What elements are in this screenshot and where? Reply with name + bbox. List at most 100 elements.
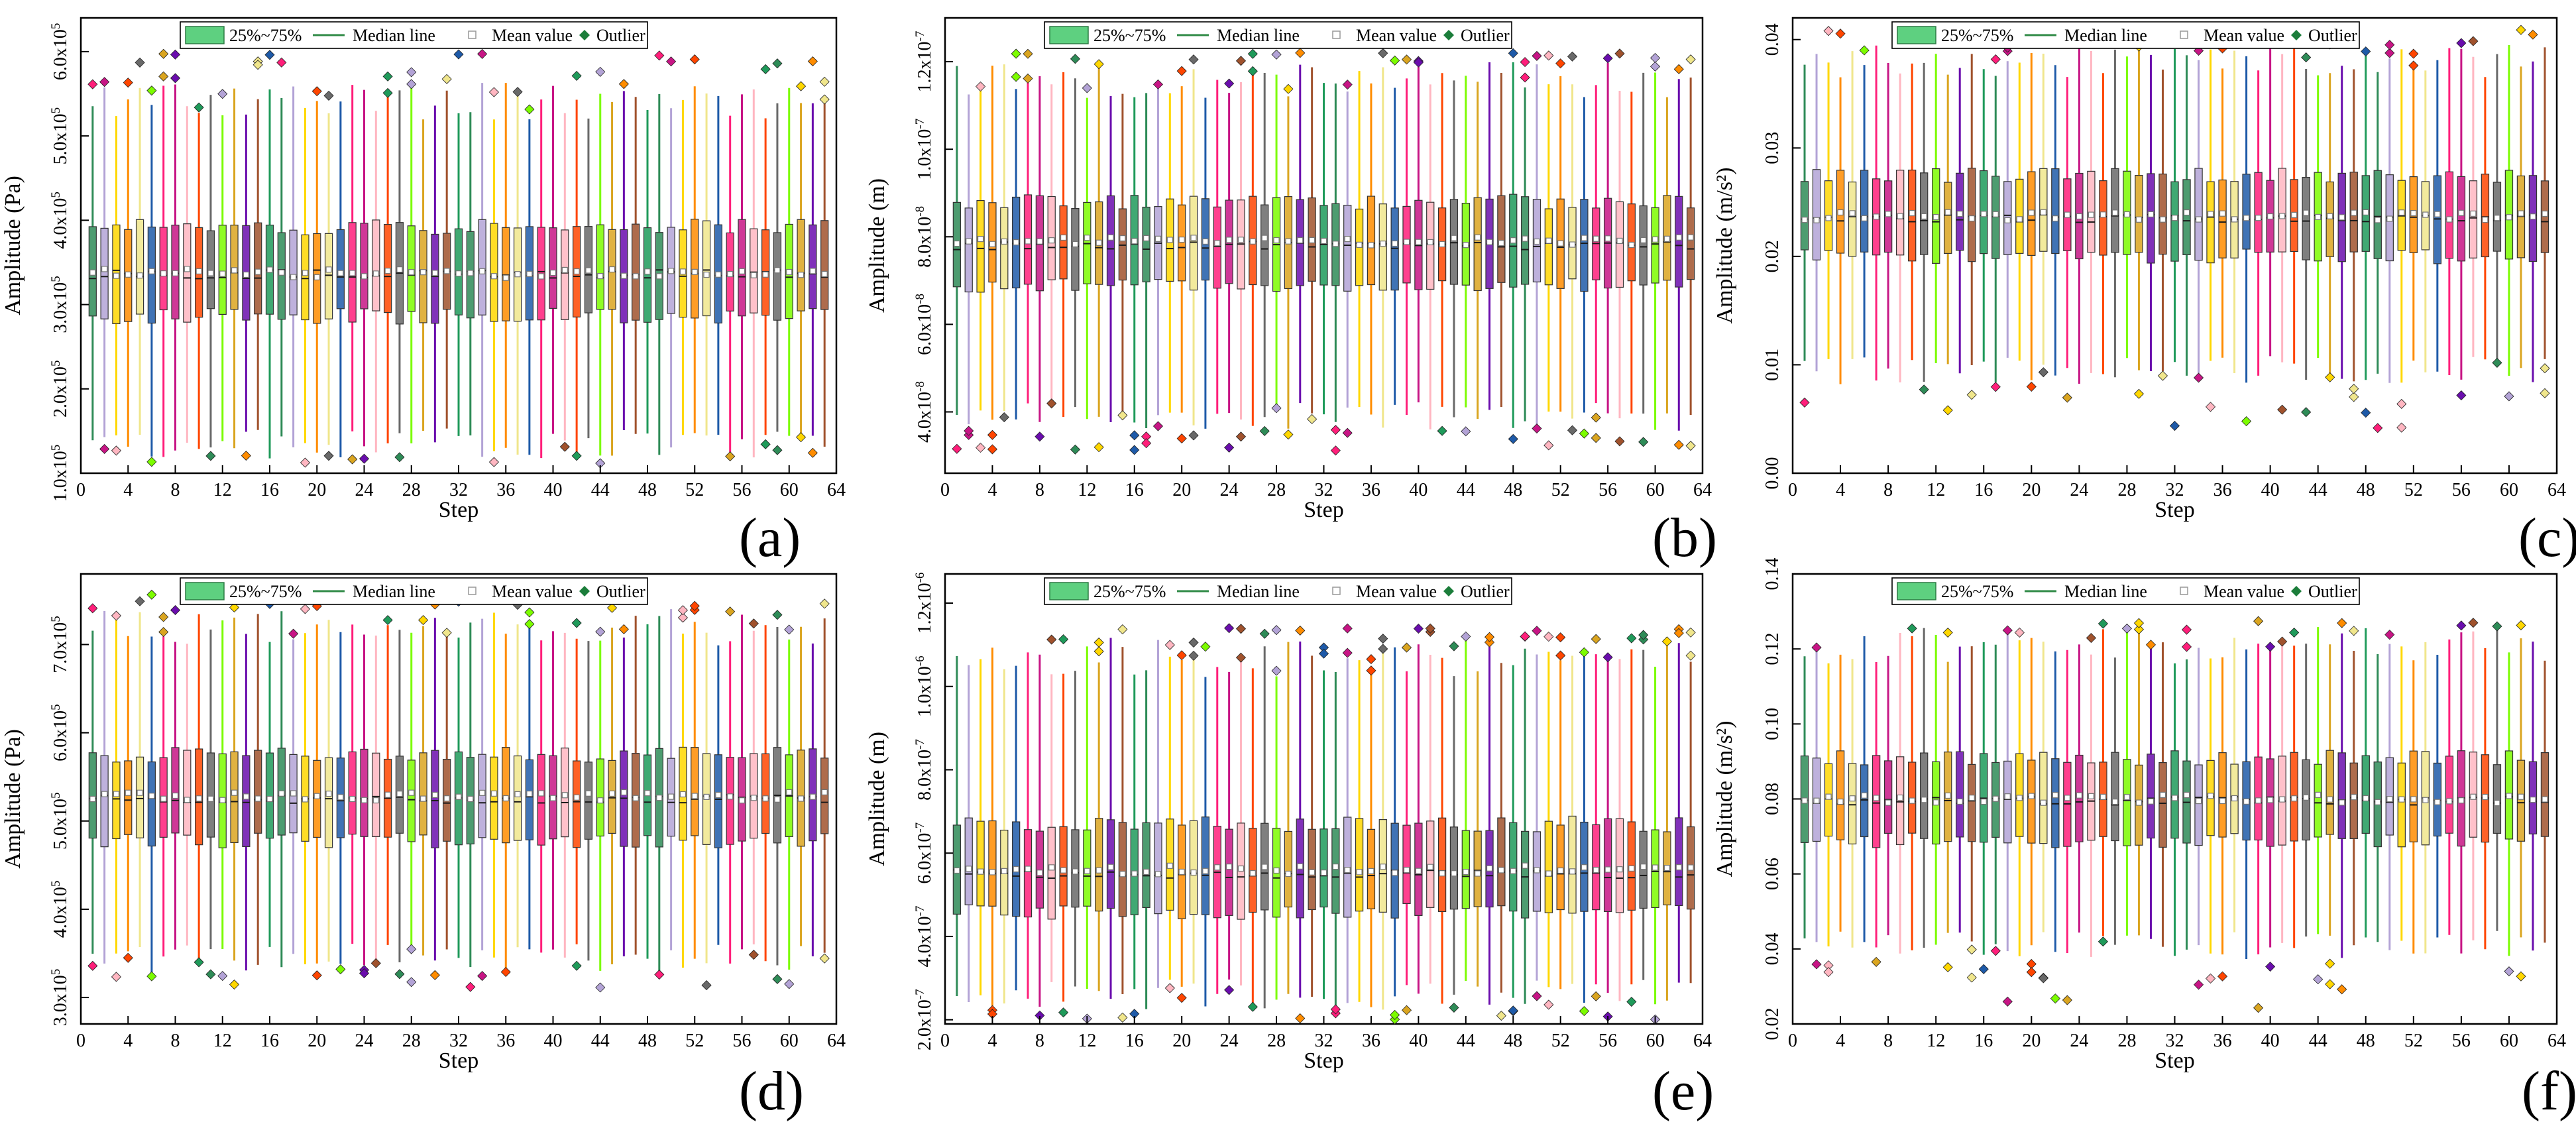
outlier-point bbox=[1626, 633, 1637, 644]
box-step-31 bbox=[441, 628, 452, 950]
outlier-point bbox=[784, 624, 795, 635]
mean-marker bbox=[1475, 234, 1481, 241]
outlier-point bbox=[229, 979, 240, 990]
box-iqr bbox=[2218, 179, 2227, 258]
mean-marker bbox=[2315, 791, 2322, 798]
box-step-62 bbox=[1673, 64, 1684, 450]
box-iqr bbox=[407, 760, 416, 842]
mean-marker bbox=[1048, 864, 1055, 871]
x-tick-label: 64 bbox=[1693, 480, 1712, 500]
mean-marker bbox=[1581, 235, 1588, 241]
outlier-point bbox=[1496, 1010, 1506, 1021]
mean-marker bbox=[1932, 799, 1939, 806]
mean-marker bbox=[2255, 215, 2262, 221]
mean-marker bbox=[2195, 798, 2202, 805]
x-tick-label: 12 bbox=[1078, 480, 1096, 500]
outlier-point bbox=[2002, 625, 2013, 636]
mean-marker bbox=[1944, 792, 1951, 799]
box-step-19 bbox=[300, 107, 311, 468]
outlier-point bbox=[394, 969, 405, 980]
outlier-point bbox=[1532, 626, 1542, 636]
box-iqr bbox=[183, 223, 192, 323]
outlier-point bbox=[99, 443, 110, 455]
mean-marker bbox=[750, 795, 757, 801]
mean-marker bbox=[738, 268, 746, 274]
outlier-point bbox=[2277, 636, 2288, 647]
box-step-14 bbox=[1106, 638, 1115, 999]
box-step-47 bbox=[2349, 626, 2359, 946]
y-tick-label: 6.0x105 bbox=[49, 23, 71, 81]
box-iqr bbox=[360, 223, 368, 310]
mean-marker bbox=[2327, 213, 2333, 219]
outlier-point bbox=[335, 964, 346, 975]
x-tick-label: 24 bbox=[355, 480, 374, 500]
y-axis-label: Amplitude (Pa) bbox=[1, 176, 25, 315]
box-iqr bbox=[1189, 820, 1198, 915]
box-step-30 bbox=[429, 599, 440, 980]
mean-marker bbox=[691, 268, 698, 275]
box-step-47 bbox=[632, 97, 640, 434]
legend-box-swatch bbox=[1897, 26, 1936, 44]
box-step-16 bbox=[264, 50, 275, 459]
mean-marker bbox=[2016, 216, 2023, 223]
box-iqr bbox=[1556, 824, 1565, 911]
box-step-18 bbox=[288, 628, 299, 954]
outlier-point bbox=[2325, 958, 2335, 969]
mean-marker bbox=[2494, 215, 2500, 221]
box-iqr bbox=[1449, 199, 1459, 285]
box-step-54 bbox=[1579, 97, 1589, 439]
box-step-30 bbox=[2147, 54, 2155, 371]
mean-marker bbox=[632, 273, 639, 280]
mean-marker bbox=[1956, 211, 1963, 217]
mean-marker bbox=[2339, 799, 2345, 806]
box-step-51 bbox=[1543, 50, 1554, 451]
box-step-50 bbox=[1532, 50, 1542, 434]
x-axis-label: Step bbox=[2155, 1048, 2194, 1073]
outlier-point bbox=[1823, 967, 1834, 978]
box-iqr bbox=[1687, 207, 1695, 280]
outlier-point bbox=[964, 425, 974, 436]
box-iqr bbox=[2254, 172, 2263, 253]
mean-marker bbox=[1368, 242, 1374, 249]
box-step-32 bbox=[1318, 642, 1329, 999]
box-step-40 bbox=[2265, 29, 2276, 357]
x-tick-label: 48 bbox=[2357, 1031, 2375, 1051]
x-tick-label: 40 bbox=[1409, 1031, 1428, 1051]
mean-marker bbox=[1956, 798, 1963, 805]
outlier-point bbox=[1378, 644, 1388, 654]
x-tick-label: 44 bbox=[591, 1031, 610, 1051]
box-step-17 bbox=[1141, 93, 1152, 449]
outlier-point bbox=[1978, 964, 1989, 974]
legend-box-swatch bbox=[1049, 26, 1089, 44]
box-iqr bbox=[2003, 760, 2012, 844]
mean-marker bbox=[2028, 793, 2035, 799]
box-iqr bbox=[1449, 826, 1459, 910]
x-axis-label: Step bbox=[2155, 498, 2194, 522]
outlier-point bbox=[1318, 648, 1329, 659]
x-tick-label: 16 bbox=[1974, 1031, 1993, 1051]
mean-marker bbox=[977, 868, 984, 875]
outlier-point bbox=[2456, 390, 2467, 401]
box-step-12 bbox=[217, 89, 228, 441]
box-iqr bbox=[1142, 822, 1150, 909]
box-iqr bbox=[1071, 208, 1080, 291]
outlier-point bbox=[135, 57, 145, 68]
outlier-point bbox=[2002, 996, 2013, 1007]
mean-marker bbox=[1190, 235, 1197, 241]
mean-marker bbox=[196, 268, 202, 274]
x-tick-label: 60 bbox=[2500, 480, 2518, 500]
mean-marker bbox=[1897, 213, 1903, 219]
box-step-3 bbox=[1823, 26, 1834, 359]
mean-marker bbox=[1522, 235, 1528, 242]
outlier-point bbox=[795, 432, 807, 443]
outlier-point bbox=[111, 445, 122, 456]
legend: 25%~75% Median line Mean value Outlier bbox=[1891, 577, 2360, 605]
legend: 25%~75% Median line Mean value Outlier bbox=[1044, 577, 1512, 605]
outlier-point bbox=[2456, 38, 2467, 48]
x-tick-label: 52 bbox=[685, 480, 704, 500]
mean-marker bbox=[2363, 209, 2369, 215]
x-tick-label: 8 bbox=[171, 480, 180, 500]
outlier-point bbox=[1966, 972, 1977, 983]
box-iqr bbox=[2373, 170, 2382, 259]
box-step-31 bbox=[2157, 70, 2168, 381]
